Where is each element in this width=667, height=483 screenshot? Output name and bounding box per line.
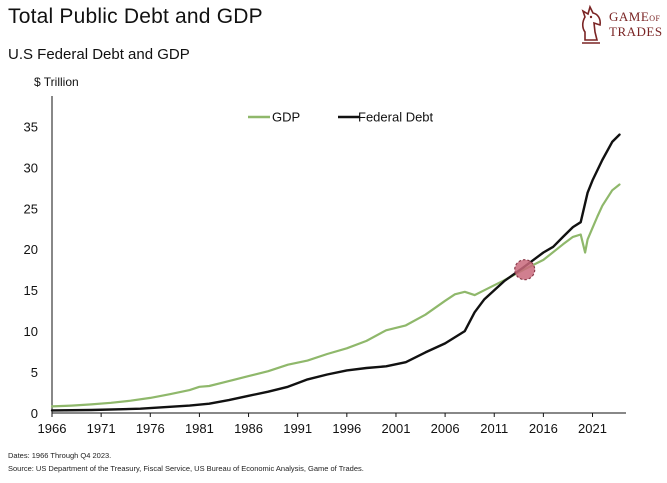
brand-word-of: OF bbox=[649, 14, 661, 23]
y-tick-label: 25 bbox=[24, 201, 38, 216]
gdp-series-line bbox=[50, 183, 621, 408]
x-tick-label: 2021 bbox=[578, 421, 607, 436]
brand-word-game: GAME bbox=[609, 9, 650, 24]
x-tick-label: 1966 bbox=[38, 421, 67, 436]
x-tick-label: 2011 bbox=[480, 421, 508, 436]
knight-chess-piece-icon bbox=[581, 4, 601, 44]
legend-label-gdp: GDP bbox=[272, 110, 300, 125]
y-tick-label: 15 bbox=[24, 283, 38, 298]
crossover-marker bbox=[514, 259, 536, 281]
x-tick-label: 2016 bbox=[529, 421, 558, 436]
brand-name-line1: GAMEOF bbox=[609, 10, 661, 25]
y-tick-label: 30 bbox=[24, 160, 38, 175]
footer-dates: Dates: 1966 Through Q4 2023. bbox=[8, 451, 112, 460]
federal-debt-series-line bbox=[50, 133, 621, 412]
footer-source: Source: US Department of the Treasury, F… bbox=[8, 464, 364, 473]
brand-name-line2: TRADES bbox=[609, 24, 663, 39]
y-tick-label: 35 bbox=[24, 119, 38, 134]
brand-logo bbox=[576, 2, 662, 46]
x-tick-label: 2006 bbox=[431, 421, 460, 436]
legend-label-federal-debt: Federal Debt bbox=[358, 110, 434, 125]
chart-subtitle: U.S Federal Debt and GDP bbox=[8, 46, 190, 63]
x-tick-label: 1991 bbox=[283, 421, 312, 436]
x-tick-label: 1971 bbox=[87, 421, 116, 436]
x-tick-label: 2001 bbox=[382, 421, 411, 436]
y-tick-label: 20 bbox=[24, 242, 38, 257]
y-tick-label: 5 bbox=[31, 365, 38, 380]
chart-title: Total Public Debt and GDP bbox=[8, 5, 263, 28]
x-tick-label: 1996 bbox=[332, 421, 361, 436]
x-tick-label: 1986 bbox=[234, 421, 263, 436]
x-tick-label: 1976 bbox=[136, 421, 165, 436]
y-tick-label: 0 bbox=[31, 406, 38, 421]
x-tick-label: 1981 bbox=[185, 421, 214, 436]
y-tick-label: 10 bbox=[24, 324, 38, 339]
y-axis-unit-label: $ Trillion bbox=[34, 75, 79, 89]
